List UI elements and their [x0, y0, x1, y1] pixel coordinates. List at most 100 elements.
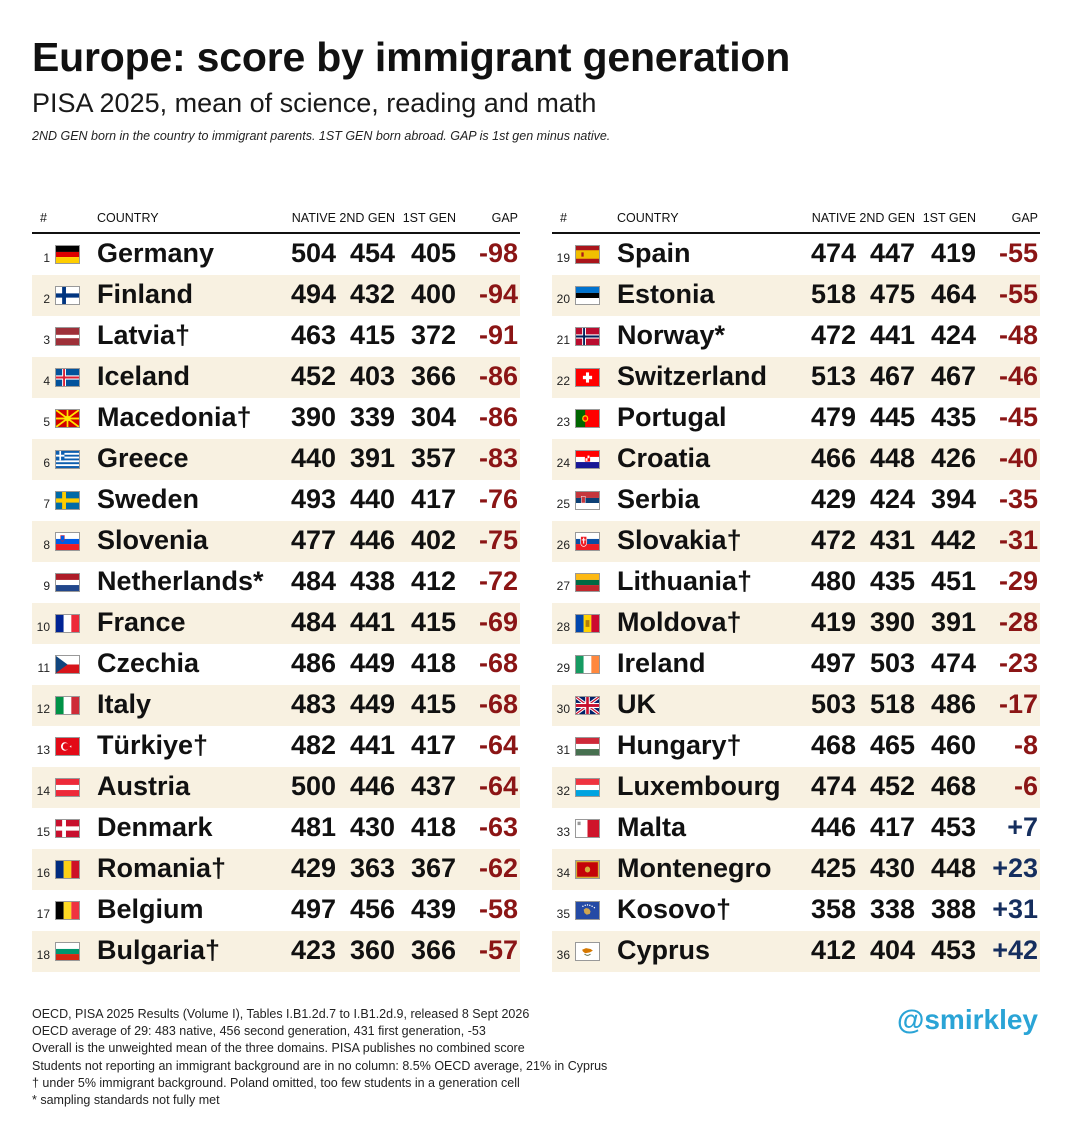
gap-value: -64 — [478, 771, 518, 801]
table-left: # COUNTRY NATIVE 2ND GEN 1ST GEN GAP 1 Ge… — [32, 208, 520, 972]
native-score: 483 — [290, 689, 336, 719]
country-name: Austria — [97, 771, 191, 801]
chart-title: Europe: score by immigrant generation — [32, 34, 791, 80]
second-gen-score: 475 — [869, 279, 915, 309]
native-score: 440 — [290, 443, 336, 473]
table-row: 35 Kosovo† 358 338 388 +31 — [552, 890, 1040, 931]
second-gen-score: 403 — [349, 361, 395, 391]
second-gen-score: 338 — [869, 894, 915, 924]
first-gen-score: 366 — [410, 935, 456, 965]
second-gen-score: 415 — [349, 320, 395, 350]
table-row: 24 Croatia 466 448 426 -40 — [552, 439, 1040, 480]
first-gen-score: 437 — [410, 771, 456, 801]
rank-number: 9 — [43, 579, 50, 593]
second-gen-score: 432 — [349, 279, 395, 309]
second-gen-score: 363 — [349, 853, 395, 883]
rank-number: 14 — [36, 784, 50, 798]
country-name: Türkiye† — [97, 730, 209, 760]
country-name: Montenegro — [617, 853, 772, 883]
header-rank: # — [560, 211, 567, 225]
native-score: 513 — [810, 361, 856, 391]
gap-value: -17 — [998, 689, 1038, 719]
first-gen-score: 304 — [410, 402, 456, 432]
gap-value: -68 — [478, 689, 518, 719]
gap-value: -75 — [478, 525, 518, 555]
gap-value: -6 — [1013, 771, 1038, 801]
country-name: Croatia — [617, 443, 711, 473]
country-name: Netherlands* — [97, 566, 264, 596]
gap-value: -86 — [478, 402, 518, 432]
rank-number: 32 — [556, 784, 570, 798]
header-native: NATIVE — [291, 211, 336, 225]
country-name: Slovakia† — [617, 525, 742, 555]
kosovo-flag — [575, 901, 600, 920]
gap-value: -23 — [998, 648, 1038, 678]
native-score: 463 — [290, 320, 336, 350]
first-gen-score: 417 — [410, 484, 456, 514]
second-gen-score: 404 — [869, 935, 915, 965]
country-name: Norway* — [617, 320, 726, 350]
definition-note: 2ND GEN born in the country to immigrant… — [32, 129, 611, 143]
country-name: Belgium — [97, 894, 204, 924]
gap-value: -91 — [478, 320, 518, 350]
gap-value: -83 — [478, 443, 518, 473]
second-gen-score: 339 — [349, 402, 395, 432]
lithuania-flag — [575, 573, 600, 592]
table-row: 34 Montenegro 425 430 448 +23 — [552, 849, 1040, 890]
first-gen-score: 460 — [930, 730, 976, 760]
country-name: Germany — [97, 238, 215, 268]
switzerland-flag — [575, 368, 600, 387]
first-gen-score: 474 — [930, 648, 976, 678]
rank-number: 34 — [556, 866, 570, 880]
header-country: COUNTRY — [617, 211, 679, 225]
ireland-flag — [575, 655, 600, 674]
gap-value: -76 — [478, 484, 518, 514]
table-row: 2 Finland 494 432 400 -94 — [32, 275, 520, 316]
estonia-flag — [575, 286, 600, 305]
author-handle: @smirkley — [897, 1004, 1038, 1035]
country-name: Czechia — [97, 648, 200, 678]
country-name: Finland — [97, 279, 193, 309]
macedonia-flag — [55, 409, 80, 428]
header-native: NATIVE — [811, 211, 856, 225]
table-row: 13 Türkiye† 482 441 417 -64 — [32, 726, 520, 767]
table-row: 4 Iceland 452 403 366 -86 — [32, 357, 520, 398]
footer-line: OECD average of 29: 483 native, 456 seco… — [32, 1024, 486, 1039]
first-gen-score: 442 — [930, 525, 976, 555]
second-gen-score: 449 — [349, 689, 395, 719]
germany-flag — [55, 245, 80, 264]
first-gen-score: 464 — [930, 279, 976, 309]
table-row: 28 Moldova† 419 390 391 -28 — [552, 603, 1040, 644]
country-name: Macedonia† — [97, 402, 252, 432]
gap-value: -68 — [478, 648, 518, 678]
table-row: 16 Romania† 429 363 367 -62 — [32, 849, 520, 890]
chart-subtitle: PISA 2025, mean of science, reading and … — [32, 88, 597, 118]
native-score: 390 — [290, 402, 336, 432]
native-score: 500 — [290, 771, 336, 801]
rank-number: 30 — [556, 702, 570, 716]
rank-number: 16 — [36, 866, 50, 880]
country-name: Luxembourg — [617, 771, 781, 801]
country-name: Latvia† — [97, 320, 191, 350]
native-score: 479 — [810, 402, 856, 432]
cyprus-flag — [575, 942, 600, 961]
native-score: 480 — [810, 566, 856, 596]
gap-value: -29 — [998, 566, 1038, 596]
footer-line: OECD, PISA 2025 Results (Volume I), Tabl… — [32, 1007, 530, 1021]
gap-value: -8 — [1013, 730, 1038, 760]
table-row: 22 Switzerland 513 467 467 -46 — [552, 357, 1040, 398]
rank-number: 8 — [43, 538, 50, 552]
latvia-flag — [55, 327, 80, 346]
rank-number: 12 — [36, 702, 50, 716]
luxembourg-flag — [575, 778, 600, 797]
native-score: 482 — [290, 730, 336, 760]
first-gen-score: 435 — [930, 402, 976, 432]
austria-flag — [55, 778, 80, 797]
rank-number: 6 — [43, 456, 50, 470]
table-row: 17 Belgium 497 456 439 -58 — [32, 890, 520, 931]
country-name: Greece — [97, 443, 189, 473]
first-gen-score: 424 — [930, 320, 976, 350]
table-row: 29 Ireland 497 503 474 -23 — [552, 644, 1040, 685]
sweden-flag — [55, 491, 80, 510]
table-row: 36 Cyprus 412 404 453 +42 — [552, 931, 1040, 972]
